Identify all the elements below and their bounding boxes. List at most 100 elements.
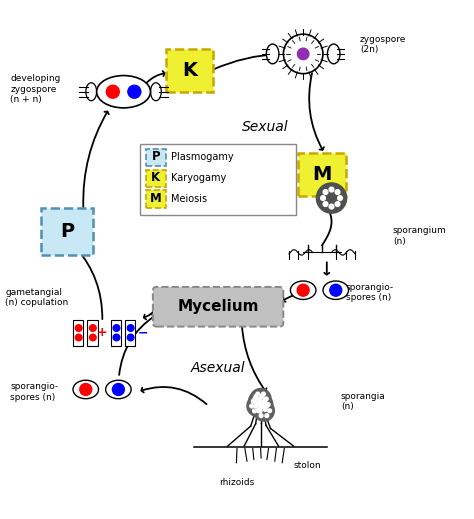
Ellipse shape — [106, 380, 131, 399]
Circle shape — [112, 384, 124, 395]
Circle shape — [265, 414, 269, 418]
Ellipse shape — [151, 83, 161, 101]
Circle shape — [264, 407, 267, 412]
Circle shape — [264, 397, 268, 401]
Circle shape — [256, 392, 260, 396]
FancyBboxPatch shape — [146, 149, 165, 166]
Text: P: P — [60, 222, 74, 241]
Text: Meiosis: Meiosis — [171, 194, 207, 203]
Circle shape — [253, 399, 256, 403]
Circle shape — [128, 325, 134, 331]
Circle shape — [323, 189, 328, 195]
Circle shape — [259, 414, 263, 418]
Circle shape — [248, 391, 269, 412]
FancyBboxPatch shape — [146, 190, 165, 208]
Text: sporangio-
spores (n): sporangio- spores (n) — [346, 283, 394, 302]
Circle shape — [256, 409, 260, 413]
Ellipse shape — [323, 281, 348, 299]
FancyBboxPatch shape — [87, 320, 98, 346]
Circle shape — [323, 202, 328, 207]
Circle shape — [329, 204, 334, 209]
Ellipse shape — [266, 44, 279, 64]
Ellipse shape — [328, 44, 340, 64]
FancyBboxPatch shape — [153, 287, 283, 326]
Circle shape — [260, 404, 264, 408]
Circle shape — [254, 404, 258, 408]
Circle shape — [265, 404, 269, 408]
Text: gametangial
(n) copulation: gametangial (n) copulation — [5, 288, 69, 307]
Circle shape — [106, 85, 119, 98]
Circle shape — [128, 334, 134, 341]
FancyBboxPatch shape — [125, 320, 136, 346]
FancyBboxPatch shape — [299, 153, 346, 196]
Circle shape — [254, 394, 258, 398]
FancyBboxPatch shape — [111, 320, 121, 346]
Circle shape — [75, 334, 82, 341]
Circle shape — [330, 284, 342, 296]
Text: Plasmogamy: Plasmogamy — [171, 152, 234, 162]
Text: sporangio-
spores (n): sporangio- spores (n) — [10, 382, 58, 402]
Circle shape — [266, 403, 270, 406]
Circle shape — [262, 402, 265, 406]
FancyBboxPatch shape — [140, 144, 296, 214]
Circle shape — [128, 85, 141, 98]
Circle shape — [335, 202, 340, 207]
Text: sporangium
(n): sporangium (n) — [393, 226, 447, 245]
Circle shape — [255, 403, 259, 406]
Text: Sexual: Sexual — [242, 120, 289, 134]
Circle shape — [258, 399, 262, 403]
Text: +: + — [97, 326, 108, 339]
Circle shape — [252, 394, 273, 415]
Circle shape — [262, 392, 265, 396]
Circle shape — [247, 395, 268, 416]
Text: rhizoids: rhizoids — [219, 479, 255, 487]
Circle shape — [75, 325, 82, 331]
Circle shape — [113, 334, 120, 341]
Circle shape — [264, 398, 267, 402]
Text: stolon: stolon — [294, 460, 321, 470]
Circle shape — [335, 189, 340, 195]
FancyBboxPatch shape — [146, 170, 165, 187]
Circle shape — [260, 394, 264, 398]
Ellipse shape — [291, 281, 316, 299]
Circle shape — [250, 404, 254, 408]
Circle shape — [317, 183, 346, 213]
Text: P: P — [151, 151, 160, 163]
Circle shape — [90, 334, 96, 341]
Ellipse shape — [97, 76, 151, 108]
FancyBboxPatch shape — [41, 208, 93, 255]
Circle shape — [251, 400, 255, 403]
FancyBboxPatch shape — [166, 49, 213, 92]
FancyBboxPatch shape — [73, 320, 83, 346]
Text: zygospore
(2n): zygospore (2n) — [360, 35, 406, 54]
Circle shape — [113, 325, 120, 331]
Circle shape — [254, 400, 274, 421]
Circle shape — [80, 384, 92, 395]
Circle shape — [258, 398, 262, 402]
Circle shape — [297, 48, 309, 60]
Text: Karyogamy: Karyogamy — [171, 173, 226, 183]
Circle shape — [261, 404, 265, 408]
Text: sporangia
(n): sporangia (n) — [341, 391, 386, 411]
Text: Asexual: Asexual — [191, 361, 246, 375]
Circle shape — [297, 284, 309, 296]
Circle shape — [253, 397, 257, 401]
Circle shape — [329, 187, 334, 192]
Circle shape — [253, 409, 256, 413]
Circle shape — [263, 400, 266, 403]
Circle shape — [268, 409, 272, 413]
Circle shape — [256, 402, 260, 406]
Circle shape — [320, 196, 325, 200]
Text: M: M — [150, 192, 162, 205]
Text: developing
zygospore
(n + n): developing zygospore (n + n) — [10, 74, 61, 104]
Text: Mycelium: Mycelium — [177, 299, 259, 315]
Ellipse shape — [86, 83, 97, 101]
Circle shape — [259, 404, 263, 408]
Text: K: K — [182, 61, 197, 80]
Text: M: M — [312, 165, 332, 184]
Circle shape — [90, 325, 96, 331]
Ellipse shape — [73, 380, 99, 399]
Circle shape — [250, 389, 271, 409]
Text: K: K — [151, 171, 160, 184]
Circle shape — [258, 409, 262, 413]
